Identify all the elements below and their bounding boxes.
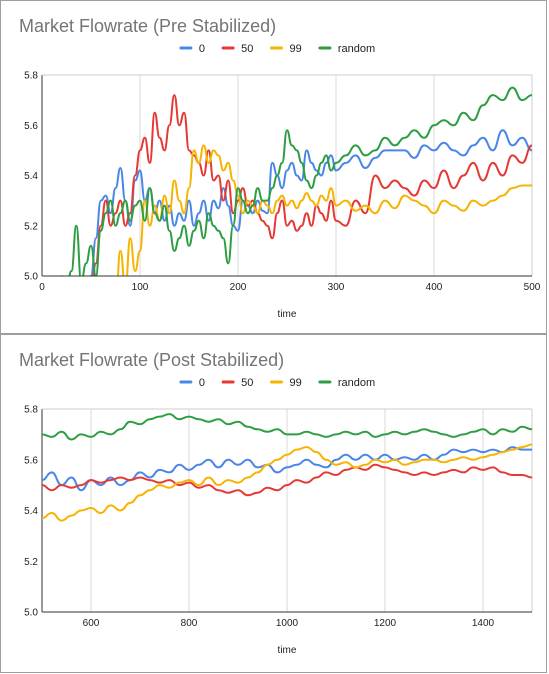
series-line-99 xyxy=(116,144,532,276)
legend-label-50: 50 xyxy=(241,377,253,389)
legend-label-0: 0 xyxy=(199,43,205,55)
y-tick-label: 5.4 xyxy=(24,506,38,517)
series-line-99 xyxy=(42,443,532,522)
series-group xyxy=(42,413,532,522)
x-tick-label: 100 xyxy=(132,282,149,293)
legend: 0 50 99 random xyxy=(179,43,375,55)
y-tick-label: 5.2 xyxy=(24,557,38,568)
chart-post-stabilized: Market Flowrate (Post Stabilized) 0 50 99 ra… xyxy=(19,350,533,656)
y-tick-label: 5.4 xyxy=(24,171,38,182)
legend-label-random: random xyxy=(338,43,375,55)
gridlines xyxy=(41,75,533,276)
x-tick-label: 300 xyxy=(328,282,345,293)
x-tick-label: 200 xyxy=(230,282,247,293)
y-tick-label: 5.8 xyxy=(24,71,38,82)
x-tick-label: 800 xyxy=(181,618,198,629)
x-tick-label: 1000 xyxy=(276,618,299,629)
chart-panel-post-stabilized: Market Flowrate (Post Stabilized) 0 50 99 ra… xyxy=(0,334,547,673)
x-tick-label: 1200 xyxy=(374,618,397,629)
series-line-0 xyxy=(42,446,532,492)
legend-label-99: 99 xyxy=(290,377,302,389)
chart-title: Market Flowrate (Post Stabilized) xyxy=(19,350,284,370)
y-tick-label: 5.8 xyxy=(24,405,38,416)
gridlines xyxy=(90,409,484,612)
legend: 0 50 99 random xyxy=(179,377,375,389)
x-tick-label: 0 xyxy=(39,282,45,293)
y-tick-label: 5.2 xyxy=(24,221,38,232)
y-tick-label: 5.6 xyxy=(24,455,38,466)
series-line-50 xyxy=(92,94,532,276)
series-group xyxy=(61,86,532,276)
series-line-random xyxy=(42,413,532,441)
x-axis-title: time xyxy=(278,309,297,320)
series-line-50 xyxy=(42,463,532,497)
x-tick-label: 400 xyxy=(426,282,443,293)
legend-label-0: 0 xyxy=(199,377,205,389)
y-tick-label: 5.6 xyxy=(24,121,38,132)
x-tick-label: 500 xyxy=(524,282,541,293)
legend-label-random: random xyxy=(338,377,375,389)
y-tick-label: 5.0 xyxy=(24,608,38,619)
legend-label-50: 50 xyxy=(241,43,253,55)
x-tick-label: 1400 xyxy=(472,618,495,629)
legend-label-99: 99 xyxy=(290,43,302,55)
chart-title: Market Flowrate (Pre Stabilized) xyxy=(19,16,276,36)
x-tick-label: 600 xyxy=(83,618,100,629)
y-tick-label: 5.0 xyxy=(24,272,38,283)
series-line-random xyxy=(61,86,532,276)
chart-pre-stabilized: Market Flowrate (Pre Stabilized) 0 50 99 ran… xyxy=(19,16,541,320)
x-axis-title: time xyxy=(278,645,297,656)
chart-panel-pre-stabilized: Market Flowrate (Pre Stabilized) 0 50 99 ran… xyxy=(0,0,547,334)
